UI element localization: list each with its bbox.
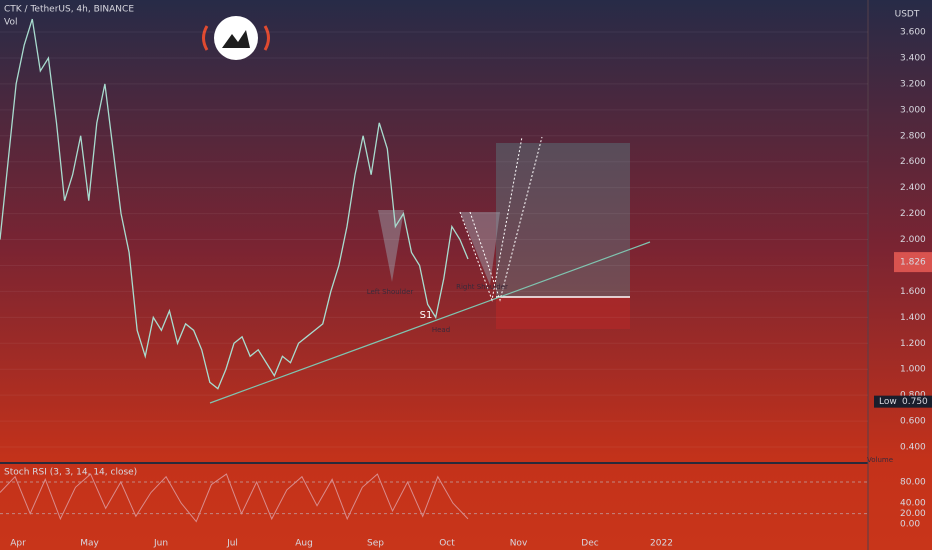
y-tick-label: 3.000 (900, 105, 926, 115)
subtitle: Vol (4, 18, 17, 28)
x-tick-label: Aug (295, 539, 313, 549)
annotation: Left Shoulder (367, 288, 414, 296)
y-tick-label: 0.600 (900, 417, 926, 427)
y-tick-label: 1.400 (900, 313, 926, 323)
indicator-tick-label: 20.00 (900, 509, 926, 519)
chart-title: CTK / TetherUS, 4h, BINANCE (4, 5, 134, 15)
y-tick-label: 1.000 (900, 365, 926, 375)
y-tick-label: 1.200 (900, 339, 926, 349)
low-tag (874, 395, 932, 408)
y-tick-label: 0.400 (900, 443, 926, 453)
y-tick-label: 3.200 (900, 79, 926, 89)
y-tick-label: 3.600 (900, 28, 926, 38)
price-line (0, 18, 469, 390)
low-label: 0.750 (902, 397, 928, 407)
low-name: Low (879, 397, 897, 407)
x-tick-label: Apr (10, 539, 26, 549)
last-price-tag (894, 252, 932, 273)
annotation: S1 (420, 310, 433, 321)
x-tick-label: Sep (367, 539, 384, 549)
y-tick-label: 3.400 (900, 53, 926, 63)
indicator-tick-label: 80.00 (900, 477, 926, 487)
x-tick-label: Nov (510, 539, 528, 549)
x-tick-label: May (80, 539, 99, 549)
y-tick-label: 2.200 (900, 209, 926, 219)
indicator-tick-label: 0.00 (900, 520, 920, 530)
last-price-label: 1.826 (900, 258, 926, 268)
y-tick-label: 2.800 (900, 131, 926, 141)
indicator-title: Stoch RSI (3, 3, 14, 14, close) (4, 468, 137, 478)
annotation: Right Shoulder (456, 283, 508, 291)
y-tick-label: 2.600 (900, 157, 926, 167)
y-tick-label: 2.400 (900, 183, 926, 193)
x-tick-label: 2022 (650, 539, 673, 549)
x-tick-label: Jul (226, 539, 238, 549)
y-tick-label: 2.000 (900, 235, 926, 245)
x-tick-label: Dec (581, 539, 598, 549)
annotation: Head (432, 326, 450, 334)
logo (202, 16, 270, 60)
unit-label: USDT (895, 10, 920, 20)
y-tick-label: 1.600 (900, 287, 926, 297)
drawings (209, 136, 651, 404)
stoch-rsi-line (0, 473, 469, 523)
indicator-tick-label: 40.00 (900, 499, 926, 509)
x-tick-label: Oct (439, 539, 455, 549)
annotation: Volume (867, 456, 893, 464)
x-tick-label: Jun (153, 539, 168, 549)
